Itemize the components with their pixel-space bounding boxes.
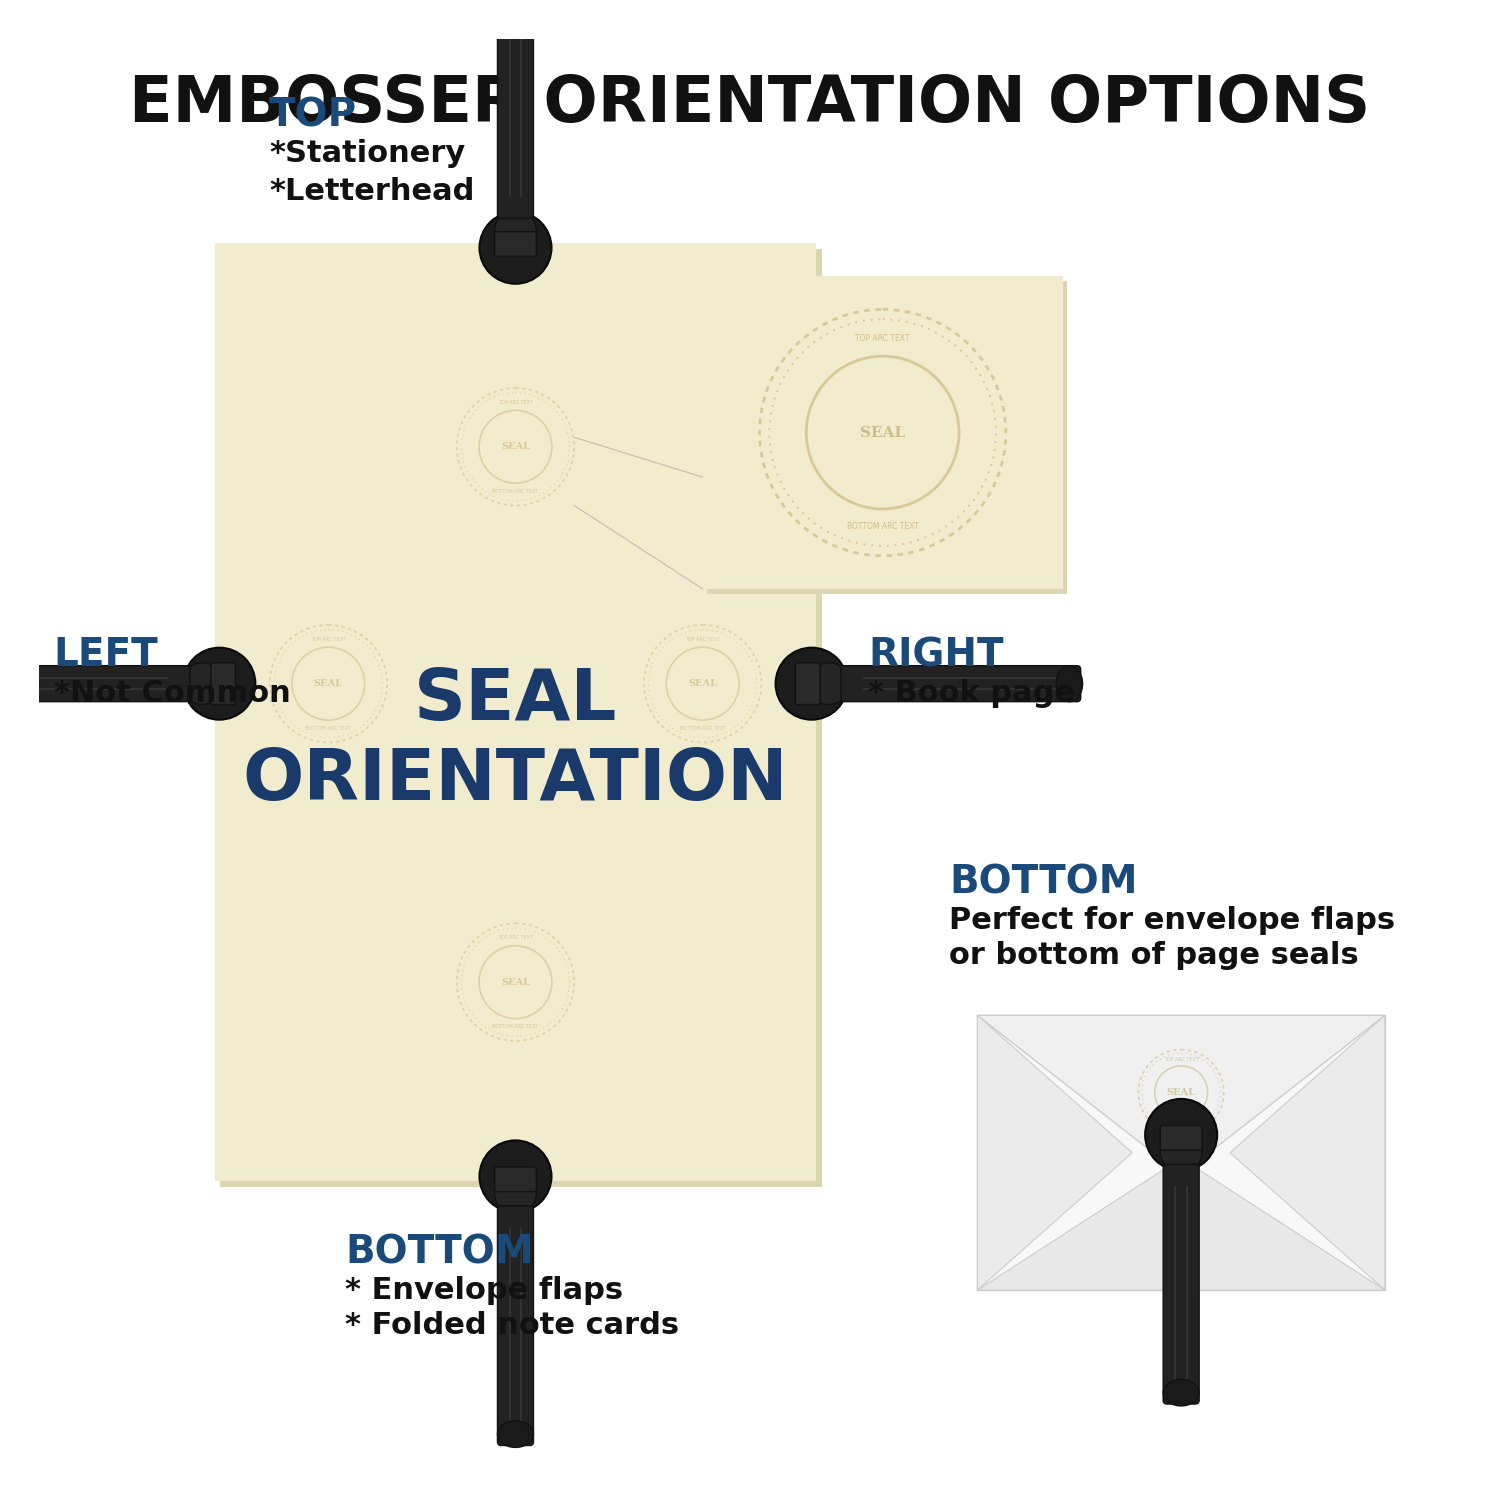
FancyBboxPatch shape [0,666,190,702]
Text: SEAL: SEAL [688,680,717,688]
Circle shape [480,1140,552,1212]
Text: SEAL: SEAL [501,442,530,452]
FancyBboxPatch shape [498,0,534,219]
FancyBboxPatch shape [842,666,1080,702]
Text: * Folded note cards: * Folded note cards [345,1311,680,1340]
Text: BOTTOM: BOTTOM [950,864,1137,901]
Circle shape [808,663,849,705]
Polygon shape [978,1158,1384,1290]
Text: TOP: TOP [268,96,357,134]
Text: TOP ARC TEXT: TOP ARC TEXT [1164,1058,1198,1062]
Circle shape [495,1173,537,1215]
Circle shape [182,663,224,705]
Text: or bottom of page seals: or bottom of page seals [950,942,1359,970]
FancyBboxPatch shape [214,243,816,1180]
Ellipse shape [498,1420,534,1448]
Text: BOTTOM ARC TEXT: BOTTOM ARC TEXT [492,489,538,494]
FancyBboxPatch shape [1162,1164,1198,1404]
Ellipse shape [1056,666,1083,702]
FancyBboxPatch shape [495,231,537,256]
FancyBboxPatch shape [211,663,236,705]
Text: TOP ARC TEXT: TOP ARC TEXT [310,636,346,642]
Text: Perfect for envelope flaps: Perfect for envelope flaps [950,906,1395,936]
Polygon shape [978,1016,1132,1290]
Text: TOP ARC TEXT: TOP ARC TEXT [855,334,910,344]
Text: TOP ARC TEXT: TOP ARC TEXT [686,636,720,642]
Text: SEAL
ORIENTATION: SEAL ORIENTATION [243,666,789,814]
Text: BOTTOM: BOTTOM [345,1233,534,1272]
Text: *Not Common: *Not Common [54,680,291,708]
FancyBboxPatch shape [498,1206,534,1446]
FancyBboxPatch shape [978,1016,1384,1290]
Text: RIGHT: RIGHT [868,636,1004,675]
Text: SEAL: SEAL [859,426,906,439]
Circle shape [183,648,255,720]
Text: * Envelope flaps: * Envelope flaps [345,1276,622,1305]
Text: * Book page: * Book page [868,680,1076,708]
Circle shape [1161,1131,1202,1173]
Text: TOP ARC TEXT: TOP ARC TEXT [498,934,532,940]
FancyBboxPatch shape [220,249,822,1186]
Ellipse shape [1162,1380,1198,1406]
FancyBboxPatch shape [702,276,1062,590]
Text: LEFT: LEFT [54,636,159,675]
Text: *Stationery: *Stationery [268,140,465,168]
Text: BOTTOM ARC TEXT: BOTTOM ARC TEXT [492,1024,538,1029]
Text: TOP ARC TEXT: TOP ARC TEXT [498,399,532,405]
FancyBboxPatch shape [495,1167,537,1191]
Text: SEAL: SEAL [314,680,344,688]
Text: BOTTOM ARC TEXT: BOTTOM ARC TEXT [680,726,726,730]
Polygon shape [1230,1016,1385,1290]
Circle shape [1144,1100,1216,1172]
FancyBboxPatch shape [795,663,820,705]
Text: *Letterhead: *Letterhead [268,177,474,206]
Text: BOTTOM ARC TEXT: BOTTOM ARC TEXT [306,726,351,730]
Text: BOTTOM ARC TEXT: BOTTOM ARC TEXT [846,522,918,531]
Polygon shape [978,1016,1384,1174]
Circle shape [495,210,537,252]
Text: EMBOSSER ORIENTATION OPTIONS: EMBOSSER ORIENTATION OPTIONS [129,72,1371,135]
Text: BOTTOM ARC TEXT: BOTTOM ARC TEXT [1158,1122,1204,1126]
Circle shape [776,648,847,720]
FancyBboxPatch shape [1161,1125,1202,1150]
Text: SEAL: SEAL [501,978,530,987]
Ellipse shape [498,0,534,3]
Text: SEAL: SEAL [1167,1088,1196,1096]
FancyBboxPatch shape [708,280,1068,594]
Circle shape [480,211,552,284]
